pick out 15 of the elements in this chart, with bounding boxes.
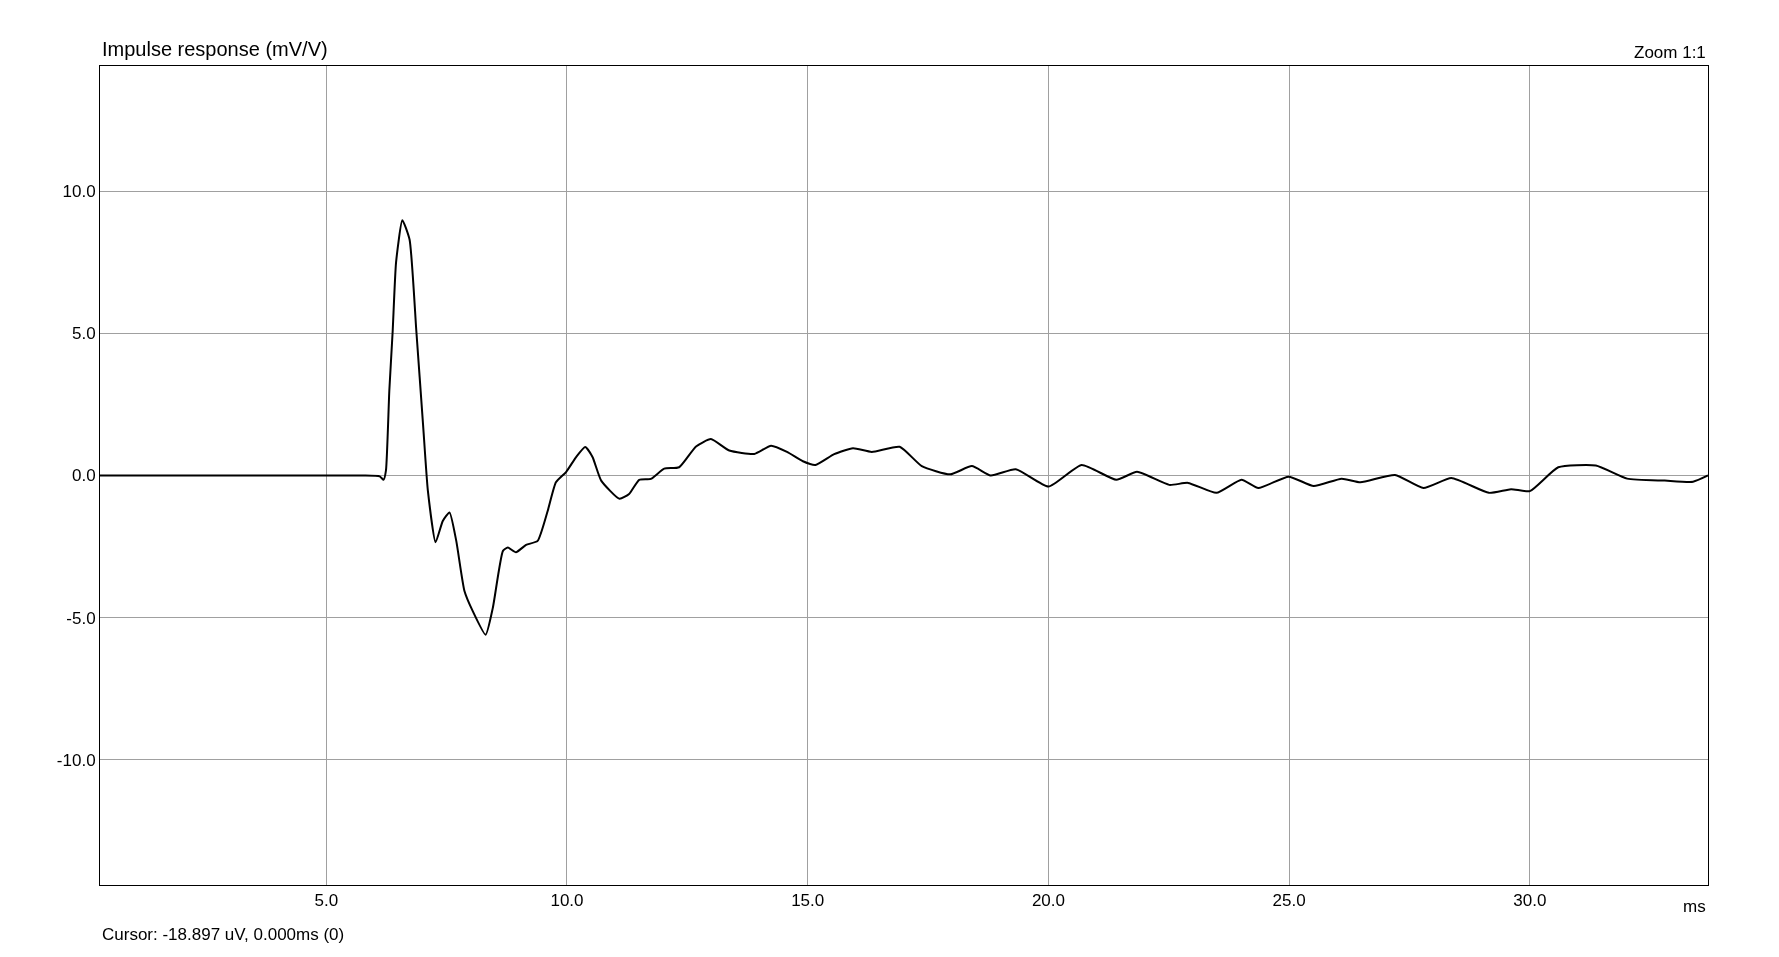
y-tick-label: 0.0 [71, 466, 96, 486]
x-axis-title: ms [1683, 897, 1706, 916]
chart-title: Impulse response (mV/V) [102, 38, 328, 60]
x-tick-label: 10.0 [550, 891, 584, 911]
x-tick-label: 25.0 [1272, 891, 1306, 911]
x-tick-label: 30.0 [1513, 891, 1547, 911]
x-tick-label: 15.0 [791, 891, 825, 911]
text: Zoom 1:1 [1634, 43, 1706, 62]
x-tick-label: 20.0 [1031, 891, 1065, 911]
x-tick-label: 5.0 [314, 891, 339, 911]
y-tick-label: -5.0 [66, 608, 96, 628]
y-tick-label: 10.0 [62, 182, 96, 202]
y-tick-label: 5.0 [71, 324, 96, 344]
text: Cursor: -18.897 uV, 0.000ms (0) [102, 925, 345, 944]
y-tick-label: -10.0 [56, 750, 96, 770]
